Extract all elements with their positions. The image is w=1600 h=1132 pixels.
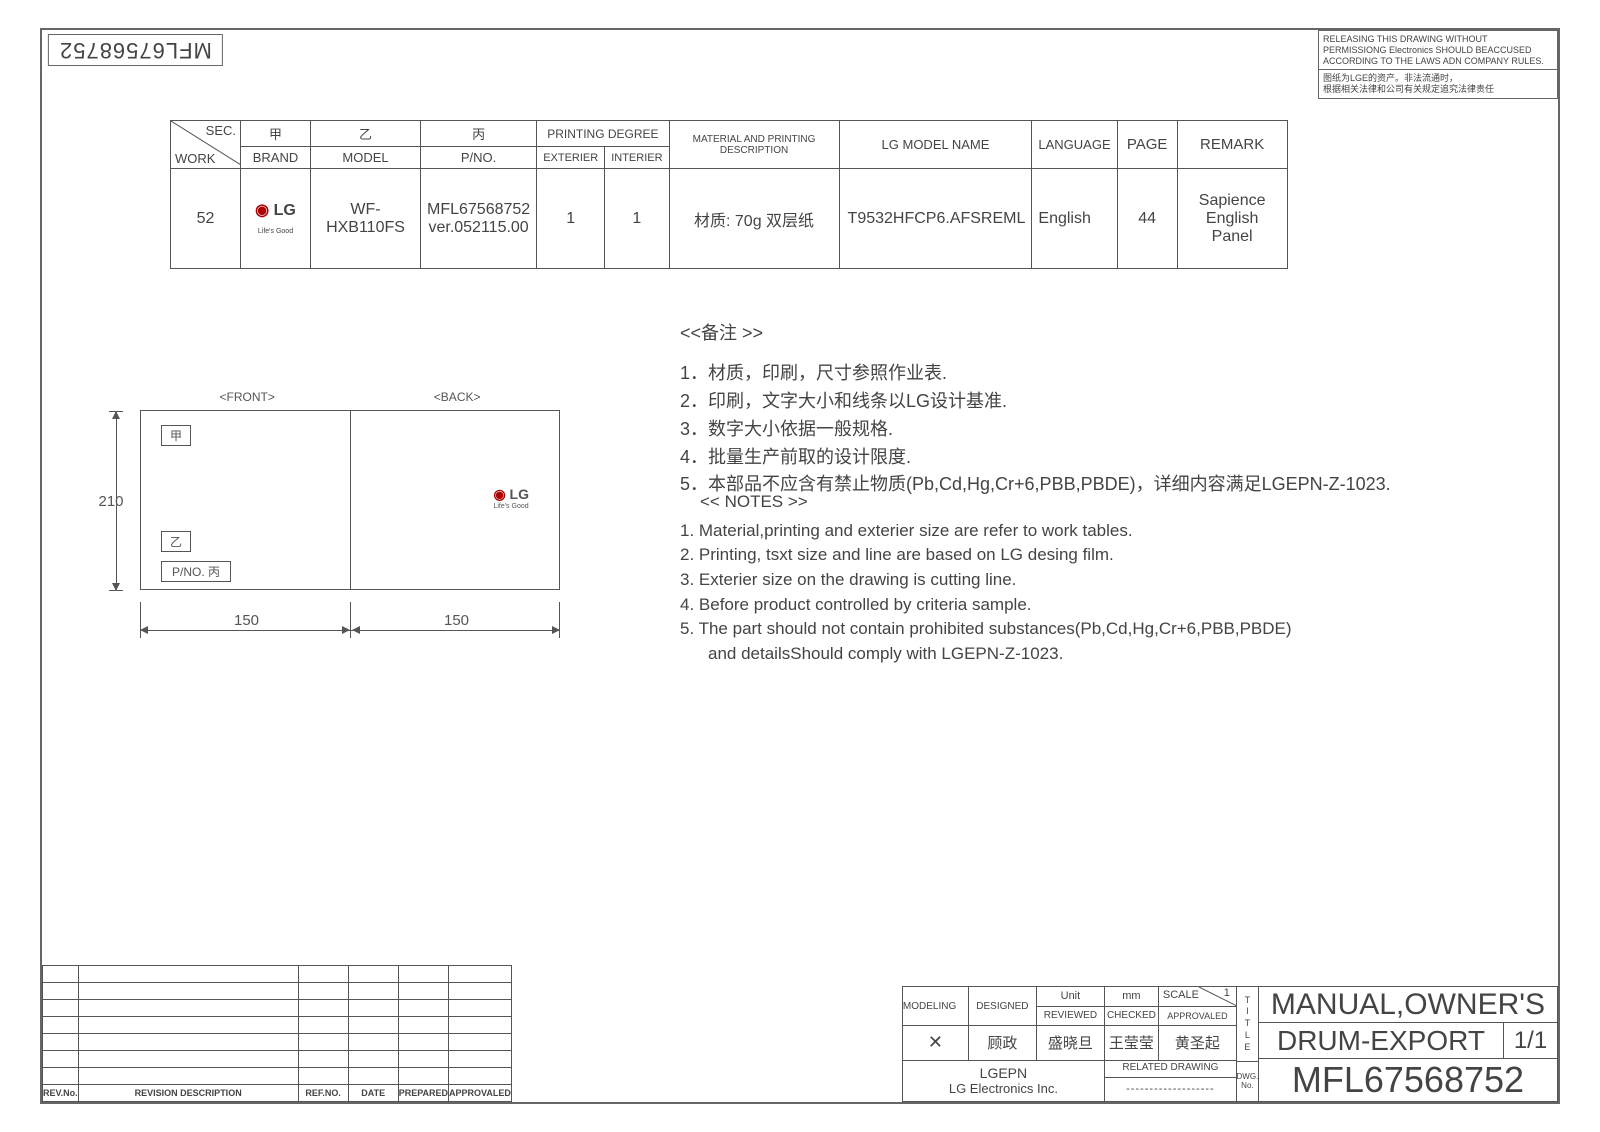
tb-titles: MANUAL,OWNER'S DRUM-EXPORT 1/1 MFL675687… <box>1259 986 1558 1102</box>
hdr-printing-degree: PRINTING DEGREE <box>537 121 669 147</box>
notes-en-3: 3. Exterier size on the drawing is cutti… <box>680 568 1420 593</box>
rev-hdr-appr: APPROVALED <box>449 1085 512 1102</box>
tb-name2: 盛晓旦 <box>1036 1026 1104 1061</box>
dim-height: 210 <box>91 411 131 591</box>
val-language: English <box>1032 169 1117 269</box>
book-diagram: <FRONT> <BACK> 210 甲 乙 P/NO. 丙 ◉ LG Life… <box>140 390 560 650</box>
tb-dwgno: MFL67568752 <box>1259 1059 1558 1102</box>
notes-cn-4: 4．批量生产前取的设计限度. <box>680 444 1400 472</box>
rev-hdr-prep: PREPARED <box>398 1085 448 1102</box>
val-material: 材质: 70g 双层纸 <box>669 169 839 269</box>
hdr-lgmodel: LG MODEL NAME <box>839 121 1032 169</box>
title-side-label: TITLE <box>1237 986 1259 1062</box>
val-remark: Sapience English Panel <box>1177 169 1287 269</box>
rev-hdr-no: REV.No. <box>43 1085 79 1102</box>
val-pno: MFL67568752 ver.052115.00 <box>421 169 537 269</box>
notes-en-5: 5. The part should not contain prohibite… <box>680 617 1420 642</box>
val-int: 1 <box>605 169 669 269</box>
hdr-material: MATERIAL AND PRINTING DESCRIPTION <box>669 121 839 169</box>
notes-en-title: << NOTES >> <box>700 490 1420 515</box>
val-ext: 1 <box>537 169 605 269</box>
spec-table: SEC. WORK 甲 乙 丙 PRINTING DEGREE MATERIAL… <box>170 120 1288 269</box>
tag-pno: P/NO. 丙 <box>161 561 231 582</box>
hdr-work: WORK <box>175 151 215 166</box>
doc-id-rotated: MFL67568752 <box>48 34 223 66</box>
tag-jiap: 甲 <box>161 425 191 446</box>
val-lgmodel: T9532HFCP6.AFSREML <box>839 169 1032 269</box>
tag-yi: 乙 <box>161 531 191 552</box>
notes-chinese: <<备注 >> 1．材质，印刷，尺寸参照作业表. 2．印刷，文字大小和线条以LG… <box>680 320 1400 499</box>
tb-approv: APPROVALED <box>1158 1006 1236 1026</box>
hdr-model: MODEL <box>311 147 421 169</box>
hdr-yi: 乙 <box>311 121 421 147</box>
val-model: WF-HXB110FS <box>311 169 421 269</box>
tb-scale-cell: SCALE 1 <box>1158 987 1236 1007</box>
notes-cn-title: <<备注 >> <box>680 320 1400 348</box>
notes-en-2: 2. Printing, tsxt size and line are base… <box>680 543 1420 568</box>
rev-hdr-desc: REVISION DESCRIPTION <box>78 1085 298 1102</box>
hdr-exterier: EXTERIER <box>537 147 605 169</box>
tb-org: LGEPN LG Electronics Inc. <box>902 1060 1104 1101</box>
hdr-remark: REMARK <box>1177 121 1287 169</box>
rev-hdr-ref: REF.NO. <box>298 1085 348 1102</box>
tb-pencil: ✕ <box>902 1026 968 1061</box>
hdr-sec: SEC. <box>206 123 236 138</box>
tb-modeling: MODELING <box>902 987 968 1026</box>
revision-table: REV.No. REVISION DESCRIPTION REF.NO. DAT… <box>42 965 512 1102</box>
hdr-page: PAGE <box>1117 121 1177 169</box>
rev-hdr-date: DATE <box>348 1085 398 1102</box>
lbl-back: <BACK> <box>434 390 481 404</box>
tb-name1: 顾政 <box>968 1026 1036 1061</box>
val-work: 52 <box>171 169 241 269</box>
disclaimer-en: RELEASING THIS DRAWING WITHOUT PERMISSIO… <box>1318 30 1558 70</box>
notes-en-5b: and detailsShould comply with LGEPN-Z-10… <box>680 642 1420 667</box>
hdr-bing: 丙 <box>421 121 537 147</box>
notes-en-1: 1. Material,printing and exterier size a… <box>680 519 1420 544</box>
tb-page: 1/1 <box>1504 1023 1558 1059</box>
hdr-pno: P/NO. <box>421 147 537 169</box>
notes-cn-1: 1．材质，印刷，尺寸参照作业表. <box>680 360 1400 388</box>
lbl-front: <FRONT> <box>219 390 274 404</box>
title-block-main: MODELING DESIGNED Unit mm SCALE 1 REVIEW… <box>902 986 1558 1102</box>
tb-unit-l: Unit <box>1036 987 1104 1007</box>
hdr-language: LANGUAGE <box>1032 121 1117 169</box>
tb-reviewed: REVIEWED <box>1036 1006 1104 1026</box>
tb-name4: 黄圣起 <box>1158 1026 1236 1061</box>
hdr-jiap: 甲 <box>241 121 311 147</box>
panel-front: 甲 乙 P/NO. 丙 <box>141 411 350 589</box>
tb-title2: DRUM-EXPORT <box>1259 1023 1504 1059</box>
disclaimer: RELEASING THIS DRAWING WITHOUT PERMISSIO… <box>1318 30 1558 99</box>
hdr-brand: BRAND <box>241 147 311 169</box>
notes-cn-2: 2．印刷，文字大小和线条以LG设计基准. <box>680 388 1400 416</box>
val-page: 44 <box>1117 169 1177 269</box>
tb-unit-v: mm <box>1104 987 1158 1007</box>
tb-title1: MANUAL,OWNER'S <box>1259 987 1558 1023</box>
tb-checked: CHECKED <box>1104 1006 1158 1026</box>
dwg-side-label: DWG.No. <box>1237 1062 1259 1102</box>
panel-back: ◉ LG Life's Good <box>350 411 560 589</box>
tb-related: RELATED DRAWING ------------------- <box>1104 1060 1236 1101</box>
tb-sign: MODELING DESIGNED Unit mm SCALE 1 REVIEW… <box>902 986 1237 1102</box>
notes-en-4: 4. Before product controlled by criteria… <box>680 593 1420 618</box>
notes-cn-3: 3．数字大小依据一般规格. <box>680 416 1400 444</box>
tb-name3: 王莹莹 <box>1104 1026 1158 1061</box>
notes-english: << NOTES >> 1. Material,printing and ext… <box>680 490 1420 666</box>
dim-width: 150 150 <box>140 620 560 650</box>
disclaimer-cn: 图纸为LGE的资产。非法流通时， 根据相关法律和公司有关规定追究法律责任 <box>1318 70 1558 99</box>
hdr-interier: INTERIER <box>605 147 669 169</box>
tb-designed: DESIGNED <box>968 987 1036 1026</box>
back-logo: ◉ LG Life's Good <box>493 486 529 510</box>
val-brand: ◉ LG Life's Good <box>241 169 311 269</box>
